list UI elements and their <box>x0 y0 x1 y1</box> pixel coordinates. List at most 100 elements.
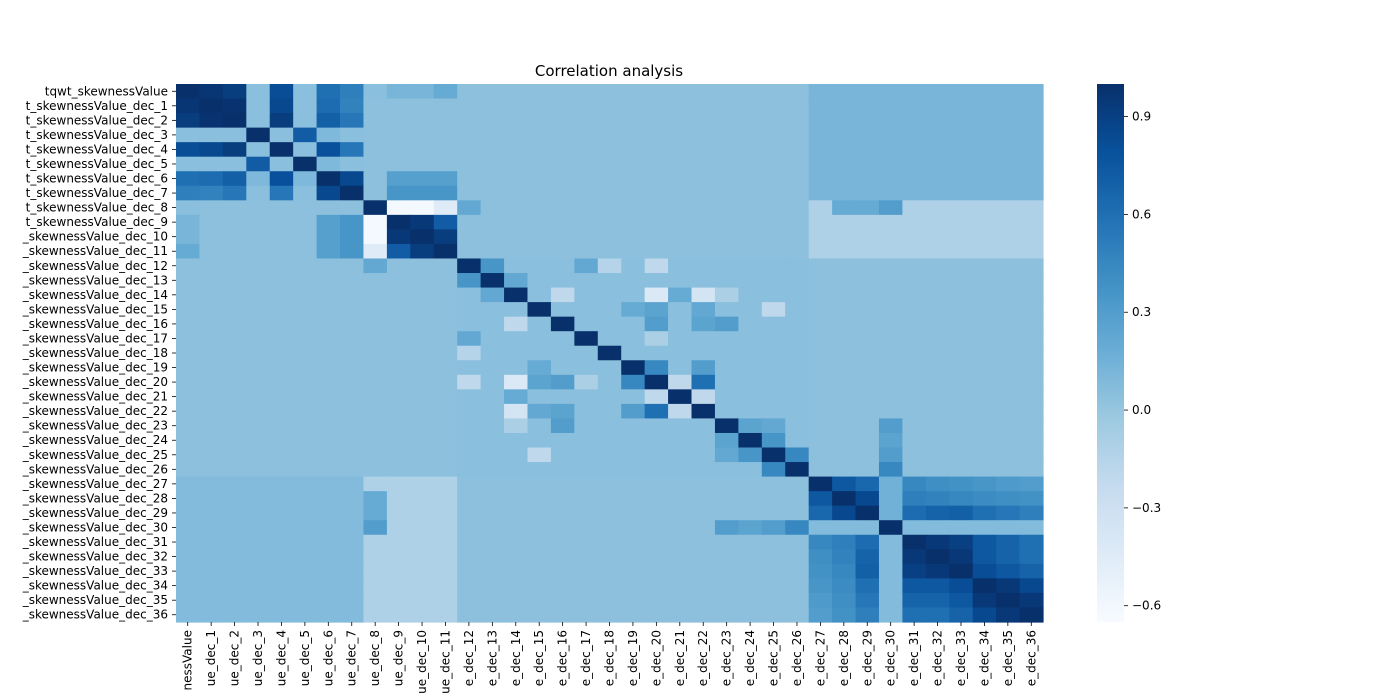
heatmap-cell <box>597 243 622 260</box>
heatmap-cell <box>668 374 693 390</box>
heatmap-cell <box>550 389 575 405</box>
heatmap-cell <box>644 447 669 463</box>
heatmap-cell <box>550 273 575 289</box>
heatmap-cell <box>644 476 669 492</box>
heatmap-cell <box>925 447 950 463</box>
heatmap-cell <box>597 331 622 347</box>
row-label: _skewnessValue_dec_28 <box>22 491 168 505</box>
heatmap-cell <box>855 462 880 478</box>
heatmap-cell <box>668 302 693 318</box>
heatmap-cell <box>785 476 810 492</box>
heatmap-cell <box>996 171 1021 187</box>
heatmap-cell <box>363 578 388 594</box>
heatmap-cell <box>504 432 529 449</box>
heatmap-cell <box>949 142 974 158</box>
heatmap-cell <box>316 345 341 361</box>
heatmap-cell <box>293 534 318 550</box>
heatmap-cell <box>621 287 646 303</box>
heatmap-cell <box>316 418 341 434</box>
heatmap-cell <box>504 171 529 187</box>
heatmap-cell <box>972 258 997 274</box>
heatmap-cell <box>457 98 482 114</box>
column-labels: nessValue ue_dec_1 ue_dec_2 ue_dec_3 ue_dec_… <box>181 622 1038 694</box>
heatmap-cell <box>340 258 365 274</box>
heatmap-cell <box>246 243 271 260</box>
heatmap-cell <box>691 185 716 201</box>
heatmap-cell <box>504 447 529 463</box>
heatmap-cell <box>457 287 482 303</box>
heatmap-cell <box>504 243 529 260</box>
heatmap-cell <box>293 127 318 143</box>
heatmap-cell <box>246 287 271 303</box>
heatmap-cell <box>949 534 974 550</box>
heatmap-cell <box>878 273 903 289</box>
heatmap-cell <box>222 84 247 100</box>
heatmap-cell <box>832 534 857 550</box>
heatmap-cell <box>1019 171 1044 187</box>
heatmap-cell <box>785 418 810 434</box>
heatmap-cell <box>574 447 599 463</box>
heatmap-cell <box>832 200 857 216</box>
heatmap-cell <box>902 142 927 158</box>
heatmap-cell <box>925 360 950 376</box>
heatmap-cell <box>855 563 880 579</box>
row-label: _skewnessValue_dec_14 <box>22 288 168 302</box>
heatmap-cell <box>410 462 435 478</box>
heatmap-cell <box>925 185 950 201</box>
heatmap-cell <box>644 98 669 114</box>
heatmap-cell <box>410 156 435 172</box>
heatmap-cell <box>925 534 950 550</box>
heatmap-cell <box>176 273 201 289</box>
heatmap-cell <box>785 142 810 158</box>
heatmap-cell <box>996 113 1021 129</box>
heatmap-cell <box>808 418 833 434</box>
heatmap-cell <box>949 578 974 594</box>
heatmap-cell <box>644 505 669 521</box>
heatmap-cell <box>222 476 247 492</box>
heatmap-cell <box>246 607 271 623</box>
heatmap-cell <box>691 578 716 594</box>
heatmap-cell <box>176 200 201 216</box>
heatmap-cell <box>902 491 927 507</box>
row-label: _skewnessValue_dec_35 <box>22 593 168 607</box>
heatmap-cell <box>316 98 341 114</box>
heatmap-cell <box>785 229 810 245</box>
heatmap-cell <box>785 505 810 521</box>
heatmap-cell <box>316 578 341 594</box>
heatmap-cell <box>222 331 247 347</box>
heatmap-cell <box>246 229 271 245</box>
heatmap-cell <box>480 418 505 434</box>
heatmap-cell <box>855 287 880 303</box>
heatmap-cell <box>480 127 505 143</box>
heatmap-cell <box>504 142 529 158</box>
heatmap-cell <box>574 316 599 332</box>
heatmap-cell <box>878 476 903 492</box>
heatmap-cell <box>902 113 927 129</box>
heatmap-cell <box>902 360 927 376</box>
heatmap-cell <box>808 258 833 274</box>
heatmap-cell <box>925 578 950 594</box>
heatmap-cell <box>668 214 693 230</box>
heatmap-cell <box>972 171 997 187</box>
heatmap-cell <box>949 98 974 114</box>
heatmap-cell <box>246 316 271 332</box>
heatmap-cell <box>878 607 903 623</box>
heatmap-cell <box>504 258 529 274</box>
heatmap-cell <box>504 389 529 405</box>
heatmap-cell <box>222 142 247 158</box>
heatmap-cell <box>550 607 575 623</box>
heatmap-cell <box>878 185 903 201</box>
row-label: _skewnessValue_dec_15 <box>22 302 168 316</box>
heatmap-cell <box>550 214 575 230</box>
heatmap-cell <box>222 389 247 405</box>
heatmap-cell <box>316 563 341 579</box>
heatmap-cell <box>644 418 669 434</box>
heatmap-cell <box>691 84 716 100</box>
heatmap-cell <box>714 243 739 260</box>
heatmap-cell <box>550 563 575 579</box>
heatmap-cell <box>925 549 950 565</box>
heatmap-cell <box>668 113 693 129</box>
heatmap-cell <box>621 302 646 318</box>
heatmap-cell <box>550 302 575 318</box>
heatmap-cell <box>457 331 482 347</box>
